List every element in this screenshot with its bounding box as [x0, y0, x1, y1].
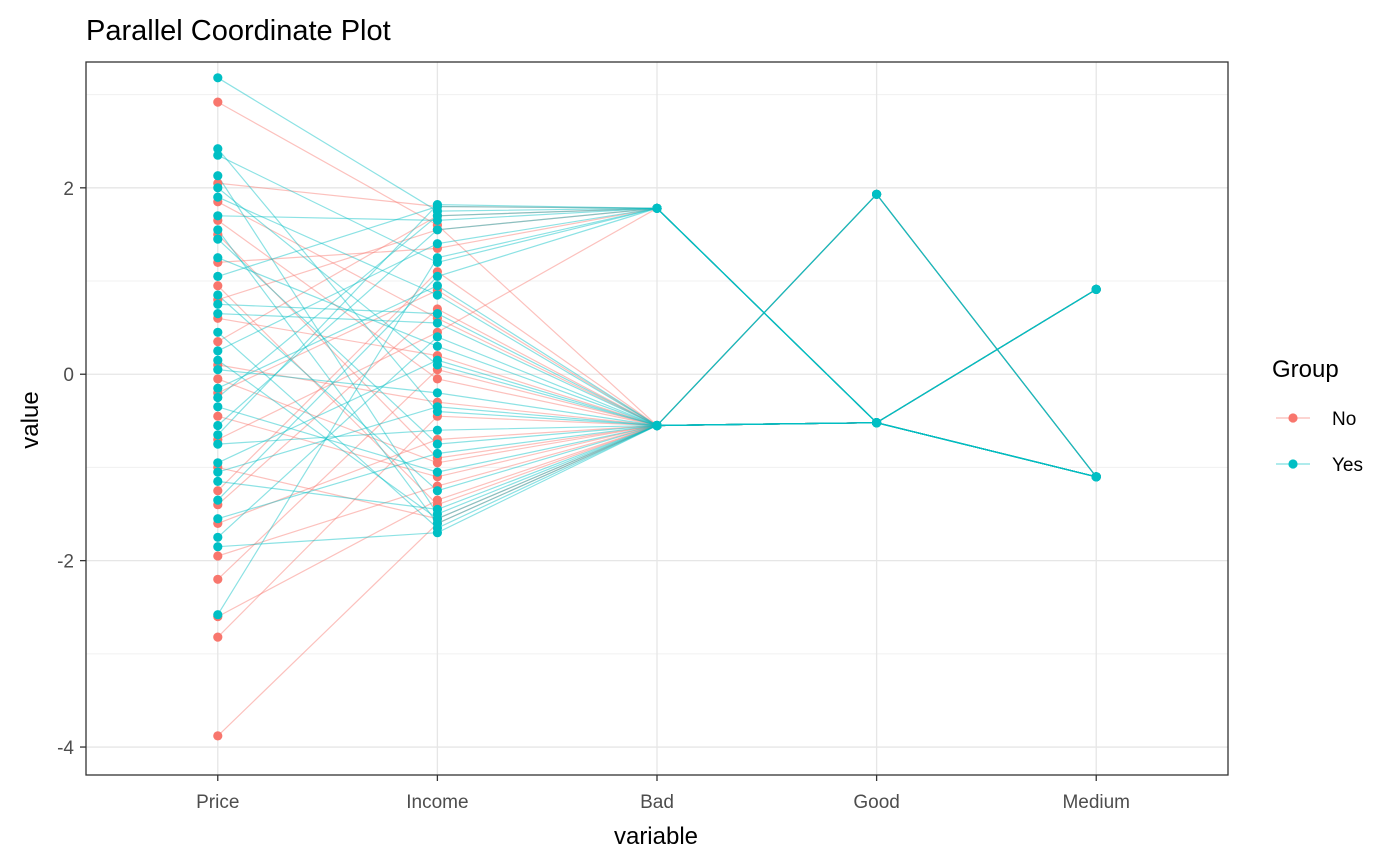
- legend-entry-no: No: [1276, 409, 1356, 430]
- chart-title: Parallel Coordinate Plot: [86, 15, 391, 47]
- data-point-yes: [213, 430, 223, 440]
- x-axis-title: variable: [614, 823, 698, 850]
- legend-title: Group: [1272, 356, 1339, 383]
- legend: Group No Yes: [1272, 356, 1363, 476]
- data-point-yes: [213, 346, 223, 356]
- data-point-yes: [213, 290, 223, 300]
- data-point-yes: [432, 281, 442, 291]
- data-point-no: [432, 458, 442, 468]
- data-point-no: [213, 97, 223, 107]
- y-axis: -4 -2 0 2: [57, 179, 86, 759]
- data-point-yes: [213, 392, 223, 403]
- data-points: [213, 73, 1101, 741]
- y-tick-label: 0: [63, 365, 74, 386]
- data-point-yes: [432, 290, 442, 300]
- y-tick-label: -2: [57, 552, 74, 573]
- data-point-yes: [432, 467, 442, 477]
- data-point-yes: [432, 514, 442, 524]
- data-point-no: [213, 551, 223, 561]
- legend-entry-yes: Yes: [1276, 455, 1363, 476]
- data-point-yes: [213, 171, 223, 181]
- data-point-yes: [213, 183, 223, 193]
- data-point-yes: [213, 192, 223, 202]
- legend-key-point: [1288, 459, 1298, 469]
- data-point-yes: [213, 439, 223, 449]
- data-point-no: [213, 731, 223, 741]
- data-point-yes: [652, 420, 662, 431]
- data-point-yes: [213, 299, 223, 309]
- x-tick-label-income: Income: [406, 792, 468, 813]
- data-point-yes: [432, 448, 442, 459]
- data-point-yes: [432, 504, 442, 514]
- data-point-yes: [432, 360, 442, 370]
- data-point-yes: [213, 211, 223, 221]
- data-point-yes: [213, 383, 223, 393]
- data-point-yes: [872, 189, 882, 199]
- data-point-no: [432, 495, 442, 505]
- data-point-yes: [213, 542, 223, 552]
- x-tick-label-bad: Bad: [640, 792, 674, 813]
- x-tick-label-good: Good: [853, 792, 899, 813]
- data-point-yes: [213, 73, 223, 83]
- data-point-yes: [432, 253, 442, 263]
- data-point-yes: [432, 425, 442, 435]
- data-point-no: [213, 486, 223, 496]
- y-tick-label: -4: [57, 738, 74, 759]
- data-point-yes: [432, 225, 442, 235]
- data-point-yes: [213, 420, 223, 431]
- data-point-yes: [213, 476, 223, 486]
- legend-key-point: [1288, 413, 1298, 423]
- data-point-yes: [213, 355, 223, 365]
- data-point-no: [213, 374, 223, 384]
- data-point-yes: [213, 327, 223, 337]
- x-axis: Price Income Bad Good Medium: [196, 775, 1130, 813]
- y-axis-title: value: [17, 391, 44, 448]
- data-point-yes: [432, 309, 442, 319]
- data-point-yes: [213, 514, 223, 524]
- data-point-yes: [213, 225, 223, 235]
- x-tick-label-price: Price: [196, 792, 239, 813]
- plot-panel: [85, 61, 1229, 776]
- data-point-no: [213, 574, 223, 584]
- data-point-yes: [213, 458, 223, 468]
- data-point-yes: [432, 211, 442, 221]
- data-point-yes: [213, 495, 223, 505]
- data-point-yes: [213, 271, 223, 281]
- data-point-yes: [213, 467, 223, 477]
- data-point-yes: [432, 341, 442, 351]
- data-point-yes: [213, 532, 223, 542]
- data-point-yes: [213, 402, 223, 412]
- data-point-yes: [432, 486, 442, 496]
- data-point-no: [213, 632, 223, 642]
- data-point-yes: [213, 365, 223, 375]
- data-point-yes: [432, 271, 442, 281]
- data-point-no: [213, 281, 223, 291]
- data-point-no: [432, 374, 442, 384]
- data-point-yes: [213, 610, 223, 620]
- data-point-yes: [432, 318, 442, 328]
- data-point-no: [213, 337, 223, 347]
- y-tick-label: 2: [63, 179, 74, 200]
- data-point-yes: [1091, 472, 1101, 482]
- data-point-yes: [432, 439, 442, 449]
- x-tick-label-medium: Medium: [1062, 792, 1130, 813]
- legend-label-yes: Yes: [1332, 455, 1363, 476]
- data-point-yes: [213, 150, 223, 160]
- data-point-yes: [432, 332, 442, 342]
- data-point-yes: [213, 144, 223, 154]
- data-point-yes: [652, 203, 662, 213]
- data-point-yes: [432, 402, 442, 412]
- data-point-yes: [432, 239, 442, 249]
- data-point-yes: [1091, 284, 1101, 294]
- data-point-yes: [432, 200, 442, 210]
- data-point-yes: [432, 528, 442, 538]
- data-point-no: [213, 411, 223, 421]
- data-point-yes: [213, 309, 223, 319]
- legend-label-no: No: [1332, 409, 1356, 430]
- data-point-yes: [432, 388, 442, 398]
- data-point-yes: [213, 234, 223, 244]
- data-point-yes: [872, 418, 882, 428]
- data-point-yes: [213, 253, 223, 263]
